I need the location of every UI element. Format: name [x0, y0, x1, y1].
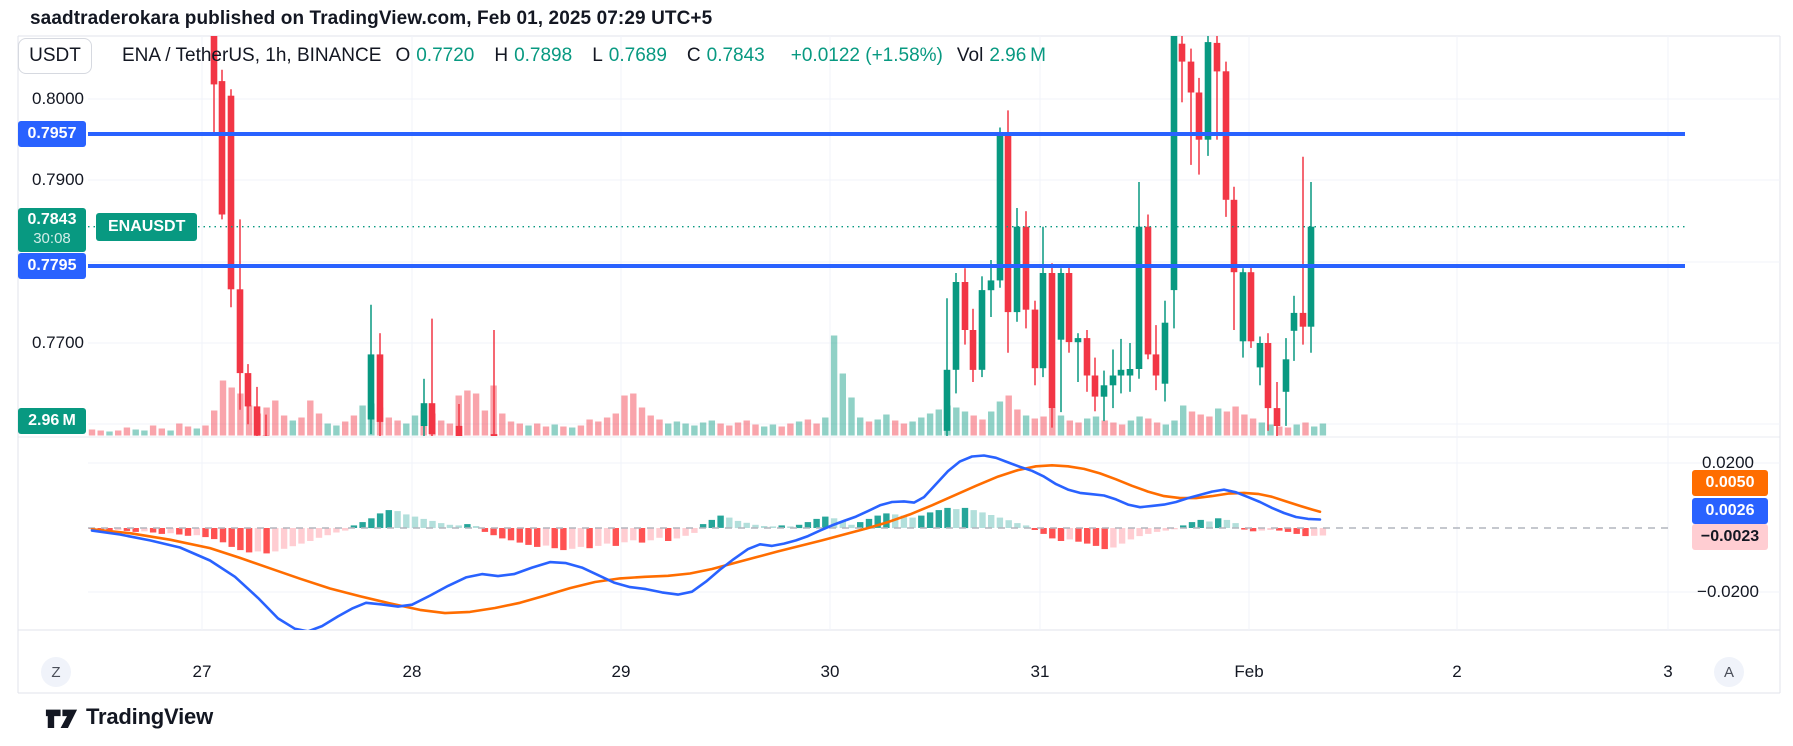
tradingview-logo-text: TradingView	[86, 704, 213, 729]
ohlc-item: C 0.7843	[686, 45, 765, 66]
ohlc-values: O 0.7720 H 0.7898 L 0.7689 C 0.7843	[395, 45, 784, 66]
price-axis-label: 0.7700	[32, 333, 84, 352]
auto-scale-button[interactable]: A	[1714, 657, 1744, 687]
symbol-price-tag: ENAUSDT	[96, 213, 198, 241]
timezone-button[interactable]: Z	[41, 657, 71, 687]
macd-main-line	[90, 454, 1322, 630]
macd-axis-badge: 0.0050	[1692, 470, 1768, 496]
price-axis-badge: 0.7843 30:08	[18, 208, 86, 252]
time-axis-label: Feb	[1234, 662, 1264, 681]
price-axis-badge: 0.7795	[18, 253, 86, 279]
time-axis-label: 29	[611, 662, 631, 681]
time-axis-label: 28	[402, 662, 422, 681]
price-axis-badge: 0.7957	[18, 121, 86, 147]
currency-toggle-button[interactable]: USDT	[18, 38, 92, 74]
tradingview-logo-icon	[45, 709, 78, 728]
price-axis-label: 0.8000	[32, 89, 84, 108]
symbol-title: ENA / TetherUS, 1h, BINANCE	[122, 45, 382, 66]
price-axis-label: 0.7900	[32, 170, 84, 189]
volume-label: Vol	[956, 45, 984, 66]
price-axis-badge: 2.96 M	[18, 408, 86, 434]
candlesticks	[210, 36, 1315, 436]
macd-axis-label: −0.0200	[1697, 582, 1759, 601]
macd-axis-label: 0.0200	[1702, 453, 1754, 472]
volume-bars	[88, 335, 1327, 436]
ohlc-item: H 0.7898	[494, 45, 573, 66]
macd-axis-badge: −0.0023	[1692, 524, 1768, 550]
volume-value: 2.96 M	[989, 45, 1046, 66]
time-axis-label: 30	[820, 662, 840, 681]
ohlc-item: L 0.7689	[592, 45, 667, 66]
macd-axis-badge: 0.0026	[1692, 498, 1768, 524]
time-axis-label: 2	[1452, 662, 1462, 681]
ohlc-item: O 0.7720	[395, 45, 475, 66]
time-axis-label: 27	[192, 662, 212, 681]
time-axis-label: 31	[1030, 662, 1050, 681]
change-value: +0.0122 (+1.58%)	[790, 45, 943, 66]
macd-histogram	[88, 507, 1327, 554]
symbol-legend[interactable]: ENA / TetherUS, 1h, BINANCE O 0.7720 H 0.789…	[122, 45, 1052, 67]
time-axis-label: 3	[1663, 662, 1673, 681]
attribution-text: saadtraderokara published on TradingView…	[30, 8, 713, 29]
tradingview-logo[interactable]: TradingView	[45, 703, 213, 731]
